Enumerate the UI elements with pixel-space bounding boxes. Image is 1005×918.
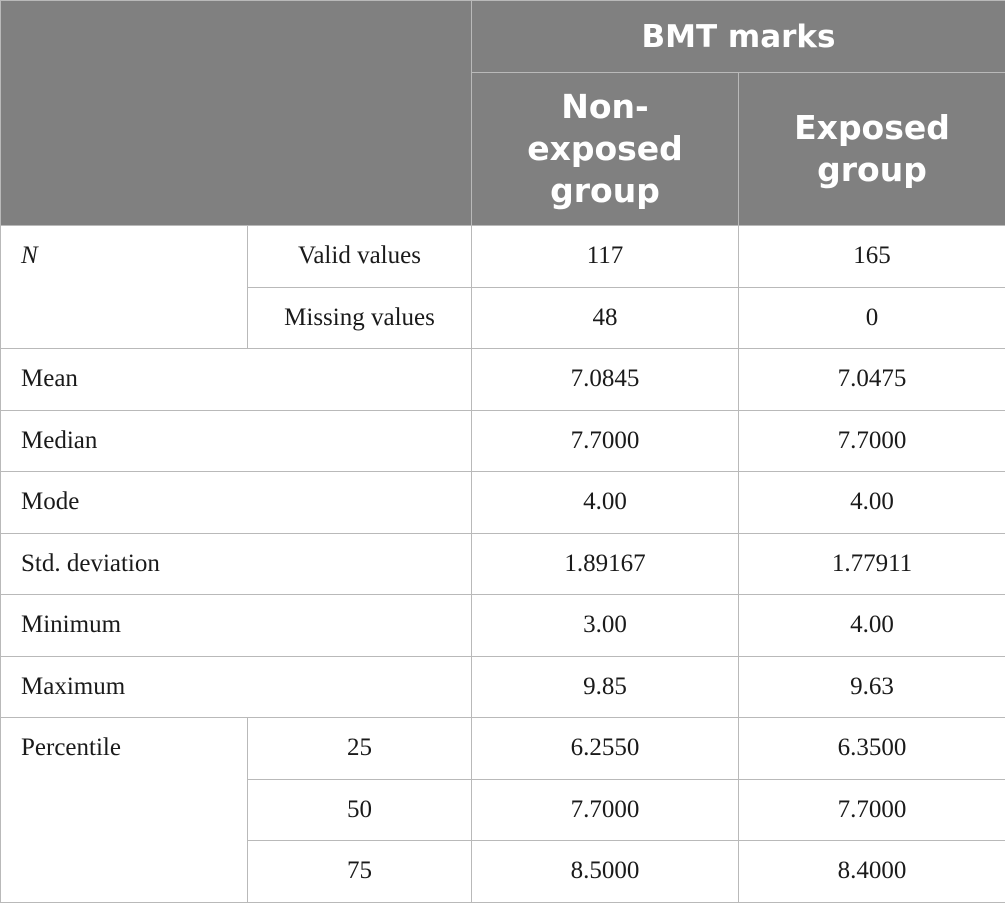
missing-exposed: 0 [738, 286, 1005, 349]
valid-label: Valid values [247, 225, 472, 288]
header-blank-cell [0, 0, 472, 226]
table-body: N Valid values 117 165 Missing values 48… [0, 225, 1005, 903]
median-exposed: 7.7000 [738, 409, 1005, 472]
mode-label: Mode [0, 471, 472, 534]
p50-label: 50 [247, 778, 472, 841]
mean-non-exposed: 7.0845 [471, 348, 739, 411]
p75-exposed: 8.4000 [738, 840, 1005, 903]
p25-exposed: 6.3500 [738, 717, 1005, 780]
min-label: Minimum [0, 594, 472, 657]
table-row: Percentile 25 6.2550 6.3500 [0, 717, 1005, 903]
valid-non-exposed: 117 [471, 225, 739, 288]
max-label: Maximum [0, 655, 472, 718]
std-label: Std. deviation [0, 532, 472, 595]
p50-non-exposed: 7.7000 [471, 778, 739, 841]
header-exposed: Exposed group [738, 72, 1005, 226]
header-exposed-label: Exposed group [794, 108, 950, 189]
median-label: Median [0, 409, 472, 472]
table-header: BMT marks Non-exposed group Exposed grou… [0, 0, 1005, 226]
mean-exposed: 7.0475 [738, 348, 1005, 411]
header-non-exposed: Non-exposed group [471, 72, 739, 226]
valid-exposed: 165 [738, 225, 1005, 288]
table-row: Median 7.7000 7.7000 [0, 409, 1005, 472]
median-non-exposed: 7.7000 [471, 409, 739, 472]
mode-non-exposed: 4.00 [471, 471, 739, 534]
table-row: Mean 7.0845 7.0475 [0, 348, 1005, 411]
p75-label: 75 [247, 840, 472, 903]
mode-exposed: 4.00 [738, 471, 1005, 534]
min-non-exposed: 3.00 [471, 594, 739, 657]
p50-exposed: 7.7000 [738, 778, 1005, 841]
p25-label: 25 [247, 717, 472, 780]
p75-non-exposed: 8.5000 [471, 840, 739, 903]
table-row: Mode 4.00 4.00 [0, 471, 1005, 534]
std-exposed: 1.77911 [738, 532, 1005, 595]
max-exposed: 9.63 [738, 655, 1005, 718]
mean-label: Mean [0, 348, 472, 411]
header-non-exposed-label: Non-exposed group [527, 87, 683, 210]
missing-label: Missing values [247, 286, 472, 349]
n-label: N [0, 225, 248, 349]
min-exposed: 4.00 [738, 594, 1005, 657]
table-row: 50 7.7000 7.7000 [1, 778, 1005, 841]
table-row: Missing values 48 0 [1, 286, 1005, 349]
std-non-exposed: 1.89167 [471, 532, 739, 595]
missing-non-exposed: 48 [471, 286, 739, 349]
max-non-exposed: 9.85 [471, 655, 739, 718]
p25-non-exposed: 6.2550 [471, 717, 739, 780]
table-row: N Valid values 117 165 [0, 225, 1005, 349]
table-row: 75 8.5000 8.4000 [1, 840, 1005, 903]
table-row: Minimum 3.00 4.00 [0, 594, 1005, 657]
percentile-label: Percentile [0, 717, 248, 903]
table-row: Maximum 9.85 9.63 [0, 655, 1005, 718]
header-group-title: BMT marks [471, 0, 1005, 73]
table-row: Std. deviation 1.89167 1.77911 [0, 532, 1005, 595]
